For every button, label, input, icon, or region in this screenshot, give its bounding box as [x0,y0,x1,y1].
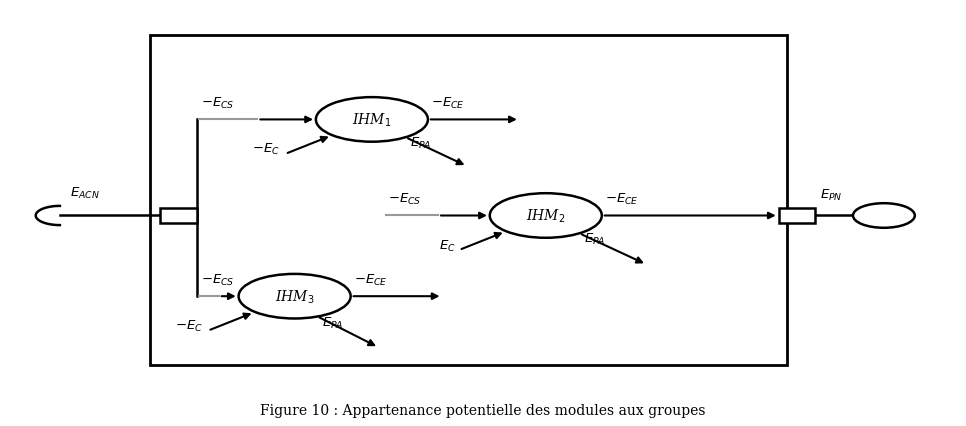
Text: $E_{PA}$: $E_{PA}$ [411,136,432,151]
Bar [779,209,815,223]
Text: $E_C$: $E_C$ [440,238,456,253]
Text: $-E_{CE}$: $-E_{CE}$ [354,272,387,287]
Text: $-E_{CE}$: $-E_{CE}$ [605,191,639,206]
Bar [160,209,197,223]
Circle shape [239,274,351,319]
Circle shape [853,204,915,228]
Text: IHM$_3$: IHM$_3$ [275,288,314,305]
Text: $-E_{CE}$: $-E_{CE}$ [431,95,465,110]
Bar [150,36,787,366]
Text: IHM$_2$: IHM$_2$ [526,207,565,225]
Text: $-E_{CS}$: $-E_{CS}$ [201,272,235,287]
Text: $-E_{CS}$: $-E_{CS}$ [201,95,235,110]
Text: $E_{PA}$: $E_{PA}$ [584,232,606,247]
Text: $-E_C$: $-E_C$ [252,141,280,156]
Text: $E_{PA}$: $E_{PA}$ [322,315,344,331]
Circle shape [490,194,602,238]
Text: IHM$_1$: IHM$_1$ [353,112,391,129]
Text: $-E_{CS}$: $-E_{CS}$ [388,191,422,206]
Text: $E_{PN}$: $E_{PN}$ [820,187,842,202]
Text: $E_{ACN}$: $E_{ACN}$ [70,186,99,201]
Text: $-E_C$: $-E_C$ [175,318,203,333]
Circle shape [316,98,428,142]
Text: Figure 10 : Appartenance potentielle des modules aux groupes: Figure 10 : Appartenance potentielle des… [260,403,706,417]
